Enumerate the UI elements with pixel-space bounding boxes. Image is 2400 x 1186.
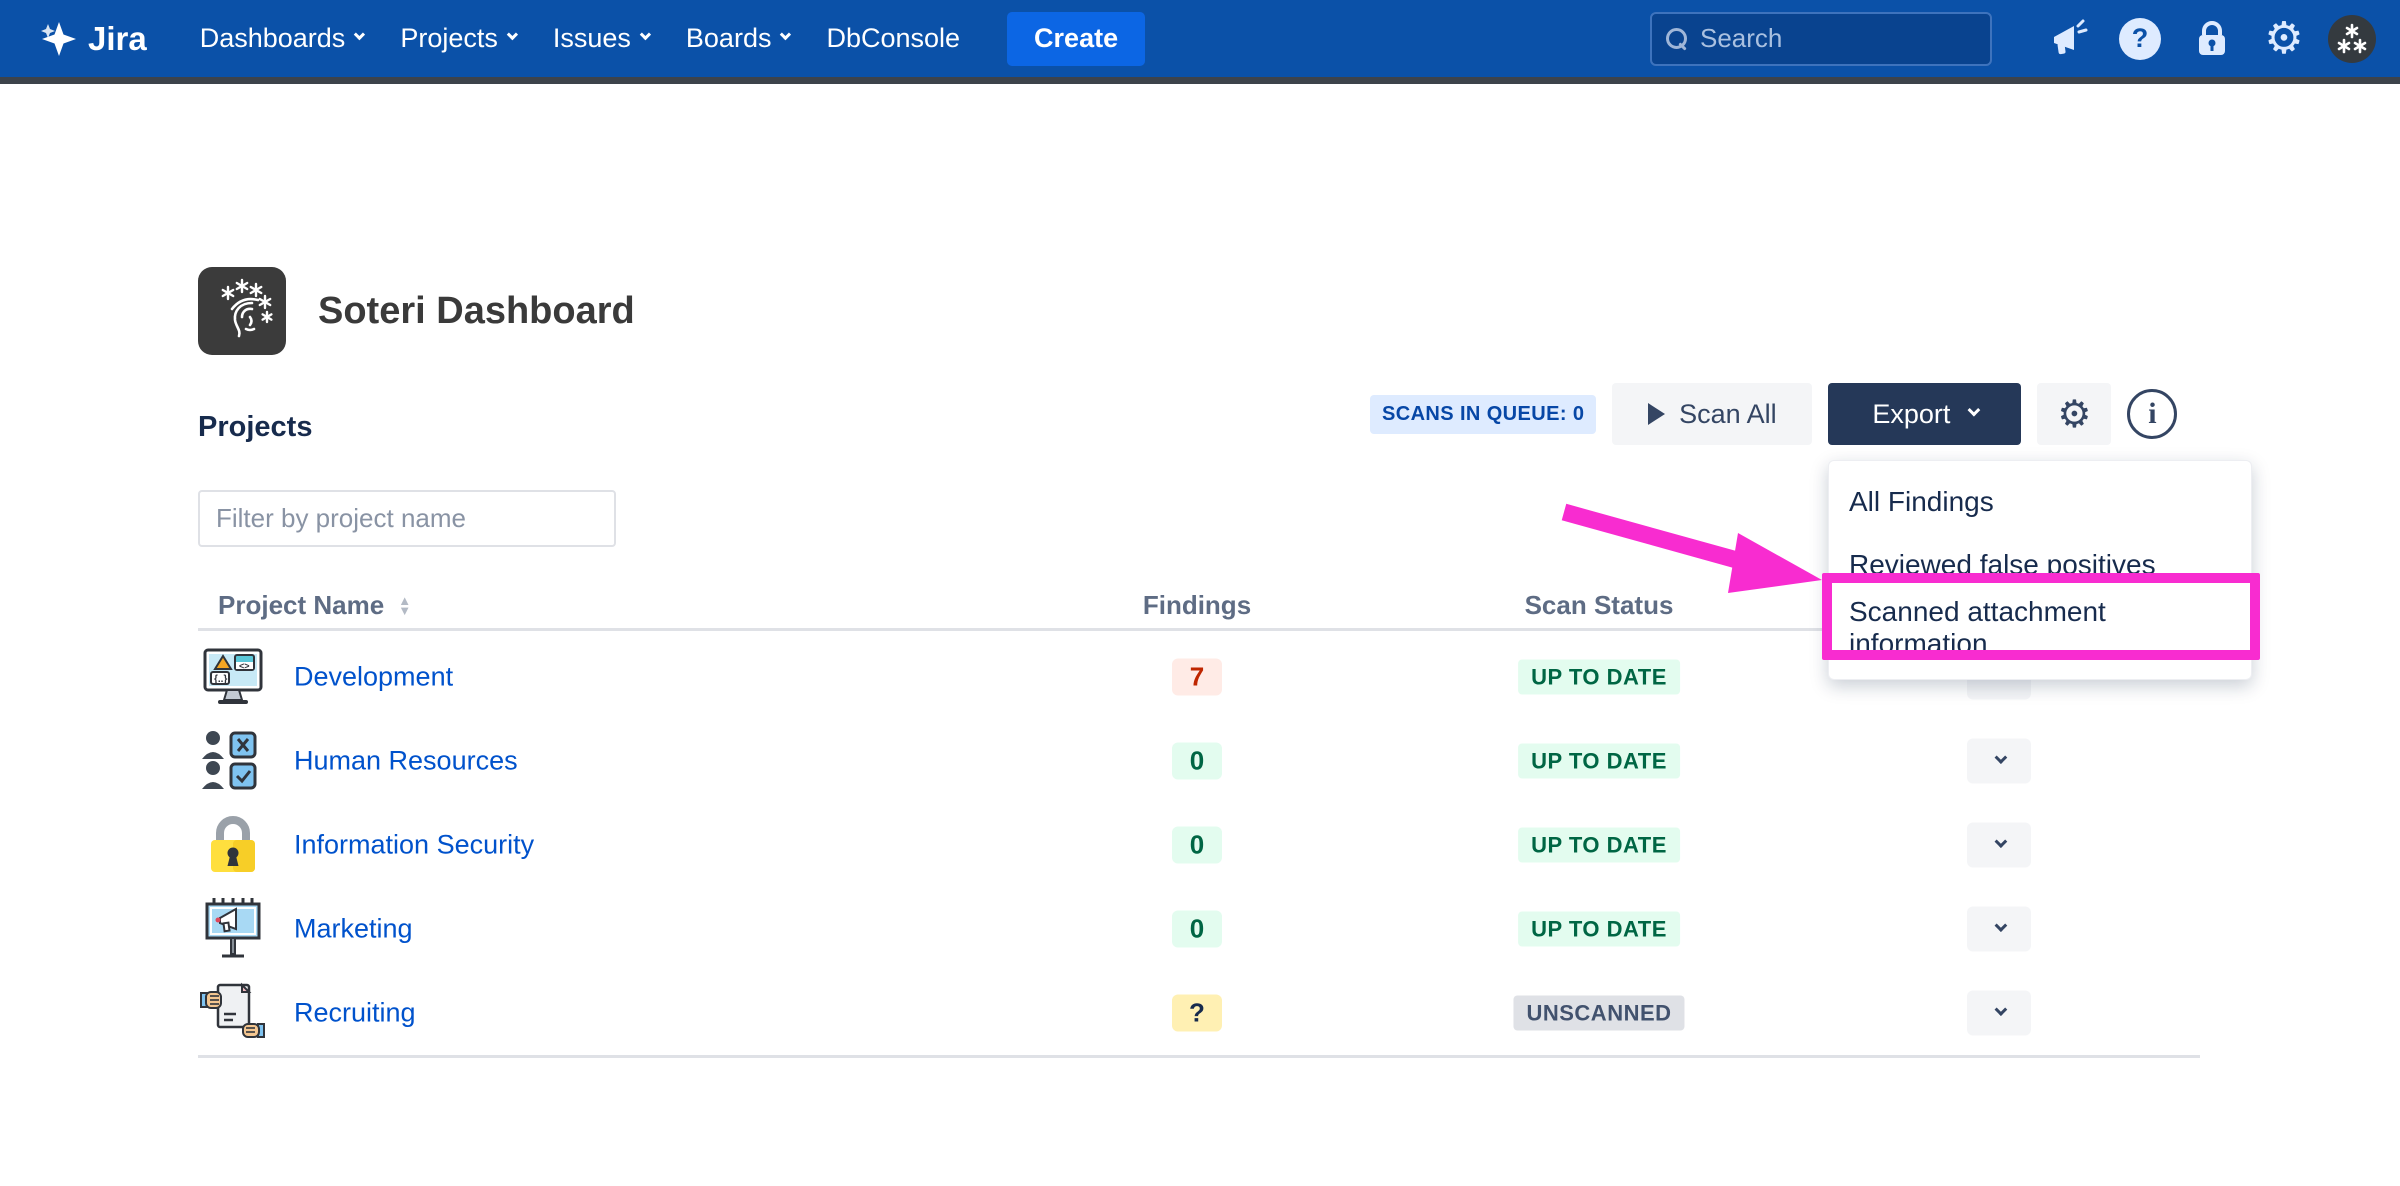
lock-icon[interactable]: [2186, 13, 2238, 65]
jira-logo-icon: [41, 21, 76, 56]
project-link[interactable]: Marketing: [294, 913, 413, 944]
marketing-icon: [205, 898, 261, 958]
findings-badge: 0: [1172, 910, 1222, 948]
column-scan-status: Scan Status: [1524, 590, 1674, 620]
table-row: Information Security 0 UP TO DATE: [198, 803, 2200, 887]
gear-icon[interactable]: ⚙: [2264, 13, 2304, 63]
nav-item-dbconsole[interactable]: DbConsole: [826, 23, 961, 53]
nav-item-dashboards[interactable]: Dashboards: [181, 0, 382, 77]
human-resources-icon: [202, 731, 257, 790]
svg-text:{..}: {..}: [214, 674, 227, 685]
row-actions-button[interactable]: [1967, 990, 2031, 1036]
row-actions-button[interactable]: [1967, 906, 2031, 952]
chevron-down-icon: [639, 28, 651, 40]
project-link[interactable]: Information Security: [294, 829, 535, 860]
menu-item-reviewed-false-positives[interactable]: Reviewed false positives: [1849, 548, 2156, 580]
status-badge: UP TO DATE: [1518, 911, 1680, 947]
export-dropdown-menu: All Findings Reviewed false positives Sc…: [1828, 460, 2252, 680]
findings-badge: ?: [1172, 994, 1222, 1032]
project-link[interactable]: Development: [294, 661, 454, 692]
status-badge: UP TO DATE: [1518, 827, 1680, 863]
findings-badge: 7: [1172, 658, 1222, 696]
project-link[interactable]: Human Resources: [294, 745, 518, 776]
projects-heading: Projects: [198, 411, 313, 443]
search-input[interactable]: [1700, 23, 1940, 54]
global-search[interactable]: [1650, 11, 1992, 66]
row-actions-button[interactable]: [1967, 738, 2031, 784]
help-icon[interactable]: ?: [2114, 13, 2166, 65]
status-badge: UP TO DATE: [1518, 743, 1680, 779]
avatar[interactable]: [2328, 14, 2376, 63]
project-link[interactable]: Recruiting: [294, 997, 416, 1028]
status-badge: UNSCANNED: [1513, 995, 1685, 1031]
scans-in-queue-badge: SCANS IN QUEUE: 0: [1370, 394, 1597, 434]
avatar-asterisks-icon: [2337, 23, 2367, 53]
gear-icon: ⚙: [2057, 393, 2092, 436]
search-icon: [1666, 27, 1688, 50]
nav-item-boards[interactable]: Boards: [667, 0, 808, 77]
chevron-down-icon: [1994, 919, 2007, 932]
row-actions-button[interactable]: [1967, 822, 2031, 868]
export-button[interactable]: Export: [1828, 383, 2022, 445]
page-title: Soteri Dashboard: [318, 290, 635, 332]
column-project-name[interactable]: Project Name ▲ ▼: [218, 590, 412, 620]
scan-all-button[interactable]: Scan All: [1612, 383, 1813, 445]
chevron-down-icon: [1994, 751, 2007, 764]
findings-badge: 0: [1172, 826, 1222, 864]
svg-text:<>: <>: [239, 661, 250, 671]
play-icon: [1648, 403, 1666, 425]
table-row: Human Resources 0 UP TO DATE: [198, 719, 2200, 803]
soteri-face-icon: [221, 278, 273, 338]
projects-table-body: <> {..} Development 7 UP TO DATE: [198, 635, 2200, 1058]
menu-item-scanned-attachment-information[interactable]: Scanned attachment information: [1849, 595, 2106, 659]
top-navigation: Jira Dashboards Projects Issues Boards D…: [0, 0, 2400, 77]
soteri-app-icon: [198, 267, 286, 355]
table-row: Marketing 0 UP TO DATE: [198, 887, 2200, 971]
settings-button[interactable]: ⚙: [2037, 383, 2112, 445]
projects-toolbar: SCANS IN QUEUE: 0 Scan All Export ⚙ i: [1370, 383, 2178, 445]
info-icon[interactable]: i: [2127, 389, 2178, 439]
nav-item-issues[interactable]: Issues: [534, 0, 667, 77]
recruiting-icon: [200, 982, 265, 1038]
nav-bottom-strip: [0, 77, 2400, 84]
sort-icon[interactable]: ▲ ▼: [398, 592, 412, 618]
findings-badge: 0: [1172, 742, 1222, 780]
chevron-down-icon: [780, 28, 792, 40]
project-filter-input[interactable]: [198, 490, 616, 547]
nav-item-projects[interactable]: Projects: [381, 0, 534, 77]
chevron-down-icon: [506, 28, 518, 40]
projects-table-header: Project Name ▲ ▼ Findings Scan Status: [198, 584, 2200, 631]
information-security-icon: [211, 816, 255, 872]
soteri-dashboard-page: Soteri Dashboard Projects SCANS IN QUEUE…: [0, 84, 2400, 1186]
status-badge: UP TO DATE: [1518, 659, 1680, 695]
chevron-down-icon: [1994, 1003, 2007, 1016]
create-button[interactable]: Create: [1007, 11, 1146, 66]
chevron-down-icon: [1994, 835, 2007, 848]
table-row: Recruiting ? UNSCANNED: [198, 971, 2200, 1055]
jira-logo-text: Jira: [88, 19, 147, 57]
column-findings: Findings: [1142, 590, 1252, 620]
menu-item-all-findings[interactable]: All Findings: [1849, 485, 1994, 517]
announcement-icon[interactable]: [2042, 13, 2094, 65]
table-row: <> {..} Development 7 UP TO DATE: [198, 635, 2200, 719]
chevron-down-icon: [354, 28, 366, 40]
jira-logo[interactable]: Jira: [40, 20, 147, 58]
development-icon: <> {..}: [203, 648, 263, 704]
chevron-down-icon: [1967, 403, 1981, 417]
